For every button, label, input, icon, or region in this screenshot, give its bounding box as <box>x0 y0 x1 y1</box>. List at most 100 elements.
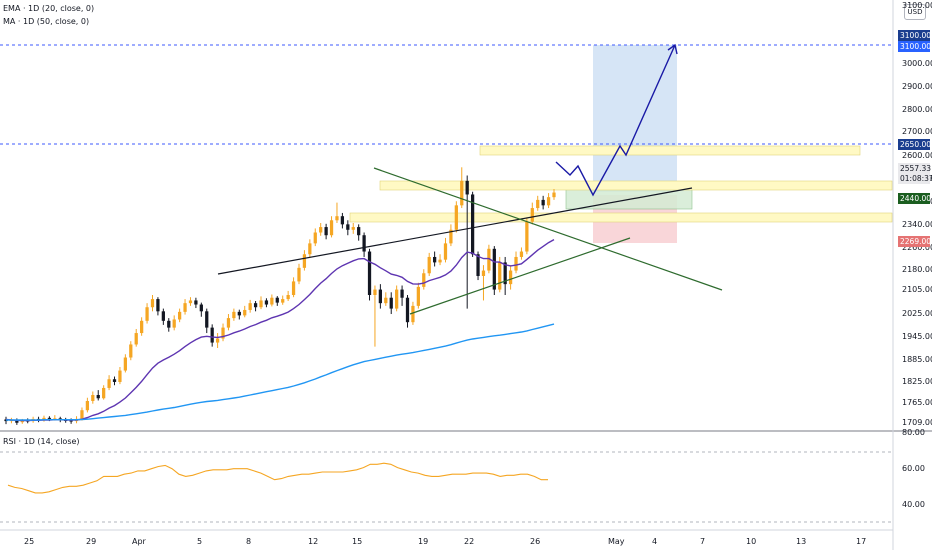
candle-body <box>167 320 171 328</box>
supply-zone-top <box>479 145 861 156</box>
ma-legend[interactable]: MA · 1D (50, close, 0) <box>3 17 90 26</box>
rsi-line <box>7 462 548 494</box>
candle-body <box>112 379 117 382</box>
time-tick-label: 19 <box>418 537 429 546</box>
candle-body <box>20 420 24 423</box>
candle-body <box>449 229 453 244</box>
candle-body <box>161 311 165 321</box>
candle-body <box>270 297 274 305</box>
resistance-tag: 2650.00 <box>898 139 932 150</box>
candle-body <box>411 305 415 323</box>
rsi-tick-label: 80.00 <box>902 428 925 437</box>
rsi-tick-label: 40.00 <box>902 500 925 509</box>
time-tick-label: 8 <box>246 537 252 546</box>
candle-body <box>205 311 209 328</box>
candle-body <box>134 333 138 345</box>
time-tick-label: 17 <box>856 537 867 546</box>
candle-body <box>378 289 383 304</box>
candle-body <box>145 307 149 321</box>
rsi-tick-label: 60.00 <box>902 464 925 473</box>
price-tick-label: 2180.00 <box>902 265 932 274</box>
candle-body <box>118 370 122 382</box>
candle-body <box>42 417 46 421</box>
candle-body <box>438 259 442 263</box>
price-tick-label: 2105.00 <box>902 285 932 294</box>
candle-body <box>129 344 133 358</box>
candle-body <box>291 281 296 296</box>
candle-body <box>487 248 491 271</box>
candle-body <box>156 299 160 312</box>
forecast-path <box>555 44 676 197</box>
price-tick-label: 2340.00 <box>902 220 932 229</box>
candle-body <box>454 205 458 230</box>
ema-legend[interactable]: EMA · 1D (20, close, 0) <box>3 4 95 13</box>
currency-button[interactable]: USD <box>904 4 926 20</box>
candle-body <box>248 303 252 310</box>
time-tick-label: 25 <box>24 537 35 546</box>
candle-body <box>297 267 301 282</box>
time-tick-label: 26 <box>530 537 541 546</box>
time-tick-label: Apr <box>132 537 146 546</box>
trendline-neckline <box>217 187 693 275</box>
price-tick-label: 3000.00 <box>902 59 932 68</box>
candle-body <box>47 417 52 419</box>
candle-body <box>405 297 410 323</box>
time-tick-label: 29 <box>86 537 97 546</box>
trendline-upper <box>373 167 723 291</box>
candle-body <box>281 299 285 303</box>
candle-body <box>69 420 73 422</box>
candle-body <box>351 227 355 230</box>
candle-body <box>243 309 247 316</box>
candle-body <box>508 270 513 285</box>
time-tick-label: 7 <box>700 537 706 546</box>
candle-body <box>324 227 328 236</box>
candle-body <box>313 232 317 244</box>
rsi-legend[interactable]: RSI · 1D (14, close) <box>3 437 80 446</box>
candle-body <box>546 197 551 206</box>
time-tick-label: 5 <box>197 537 203 546</box>
ma-line <box>6 323 555 421</box>
candle-body <box>340 216 345 225</box>
price-tick-label: 3100.00 <box>902 1 932 10</box>
candle-body <box>199 304 203 312</box>
candle-body <box>80 410 84 419</box>
candle-body <box>53 418 57 420</box>
current-price-tag: 2557.33 <box>898 163 932 174</box>
candle-body <box>389 297 393 309</box>
stop-tag: 2269.00 <box>898 236 932 247</box>
candle-body <box>384 297 388 304</box>
price-tick-label: 1825.00 <box>902 377 932 386</box>
candle-body <box>215 338 220 343</box>
candle-body <box>470 194 475 255</box>
candle-body <box>427 256 431 274</box>
candle-body <box>373 289 377 296</box>
target-a-tag: 3100.00 <box>898 30 932 41</box>
candle-body <box>210 327 214 343</box>
supply-zone-mid <box>379 180 893 191</box>
candle-body <box>302 254 307 268</box>
candle-body <box>194 300 198 305</box>
candle-body <box>91 395 95 401</box>
price-tick-label: 2260.00 <box>902 243 932 252</box>
time-tick-label: 22 <box>464 537 475 546</box>
candle-body <box>492 248 496 290</box>
candle-body <box>335 216 339 221</box>
candle-body <box>460 180 464 206</box>
candle-body <box>530 208 534 222</box>
candle-body <box>96 395 100 399</box>
time-tick-label: 12 <box>308 537 319 546</box>
candle-body <box>519 251 524 257</box>
price-tick-label: 2700.00 <box>902 127 932 136</box>
time-tick-label: 10 <box>746 537 757 546</box>
candle-body <box>433 256 437 263</box>
candle-body <box>498 262 502 290</box>
candle-body <box>237 311 241 316</box>
candle-body <box>525 221 529 252</box>
candle-body <box>422 273 426 287</box>
candle-body <box>253 303 258 308</box>
candle-body <box>514 256 518 271</box>
candle-body <box>15 420 19 423</box>
price-tick-label: 2900.00 <box>902 82 932 91</box>
candle-body <box>183 303 187 312</box>
